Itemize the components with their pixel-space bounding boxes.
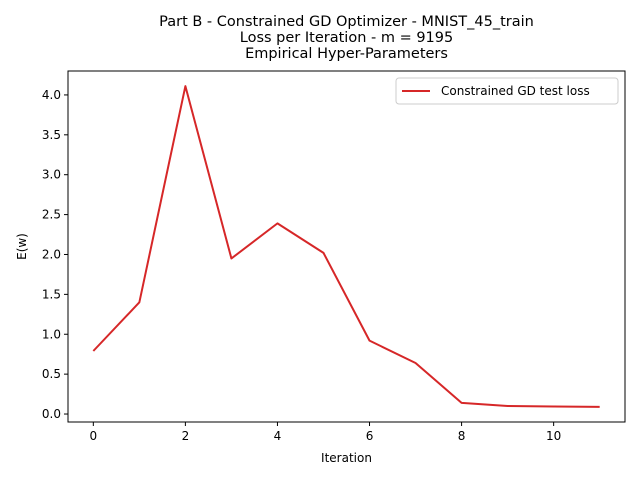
chart-title: Part B - Constrained GD Optimizer - MNIS… <box>159 14 534 62</box>
plot-area <box>67 70 626 423</box>
legend-box <box>395 77 619 105</box>
chart-title-line: Part B - Constrained GD Optimizer - MNIS… <box>159 14 534 30</box>
x-axis-label: Iteration <box>321 451 372 465</box>
y-tick-label: 0.5 <box>42 367 61 381</box>
y-tick-label: 2.5 <box>42 208 61 222</box>
x-tick-label: 10 <box>546 429 561 443</box>
y-tick-label: 3.5 <box>42 128 61 142</box>
chart-title-line: Empirical Hyper-Parameters <box>245 46 448 62</box>
y-tick-label: 1.5 <box>42 287 61 301</box>
legend-label: Constrained GD test loss <box>441 84 590 98</box>
series-group <box>92 85 600 408</box>
y-tick-label: 3.0 <box>42 168 61 182</box>
x-axis: 0 2 4 6 8 10 <box>89 422 561 443</box>
y-tick-label: 2.0 <box>42 247 61 261</box>
x-tick-label: 4 <box>274 429 282 443</box>
y-axis: 0.0 0.5 1.0 1.5 2.0 2.5 3.0 3.5 4.0 <box>42 88 68 421</box>
x-tick-label: 0 <box>89 429 97 443</box>
legend: Constrained GD test loss <box>395 77 619 105</box>
y-axis-label: E(w) <box>15 233 29 260</box>
series-line <box>92 85 600 408</box>
x-tick-label: 8 <box>458 429 466 443</box>
y-tick-label: 0.0 <box>42 407 61 421</box>
x-tick-label: 2 <box>182 429 190 443</box>
chart-title-line: Loss per Iteration - m = 9195 <box>240 30 453 46</box>
y-tick-label: 1.0 <box>42 327 61 341</box>
x-tick-label: 6 <box>366 429 374 443</box>
y-tick-label: 4.0 <box>42 88 61 102</box>
